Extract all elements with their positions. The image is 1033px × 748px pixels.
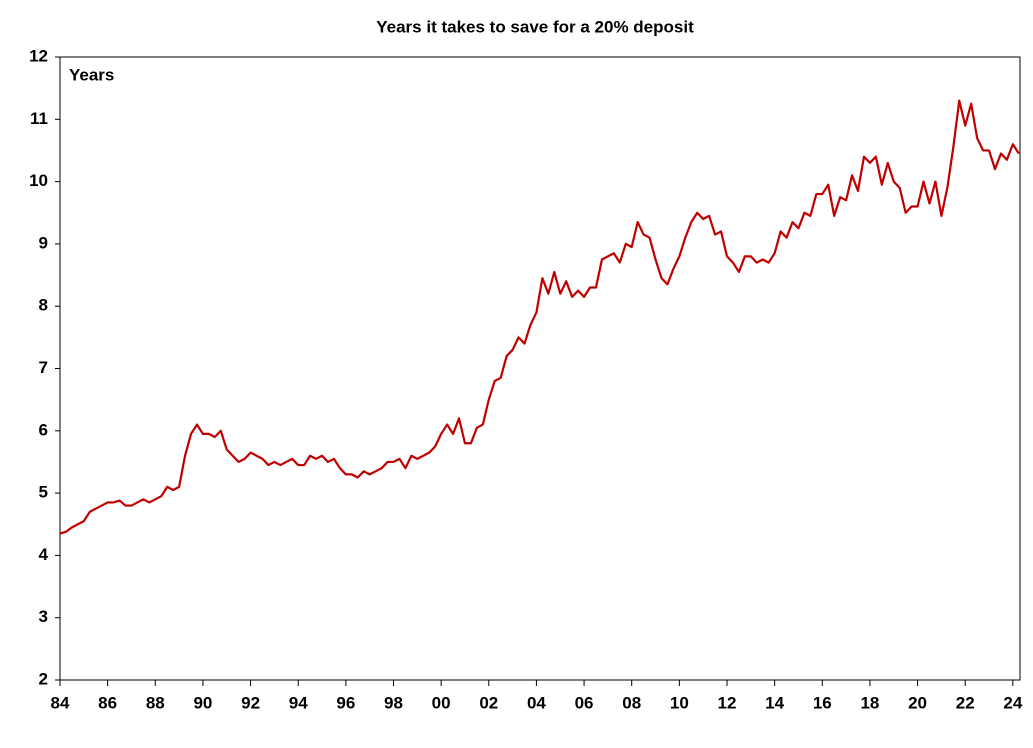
x-tick-label: 04 <box>527 693 546 712</box>
y-tick-label: 10 <box>29 171 48 190</box>
y-tick-label: 7 <box>39 358 48 377</box>
x-tick-label: 94 <box>289 693 308 712</box>
x-tick-label: 22 <box>956 693 975 712</box>
x-tick-label: 06 <box>575 693 594 712</box>
y-tick-label: 6 <box>39 420 48 439</box>
y-tick-label: 2 <box>39 669 48 688</box>
y-tick-label: 8 <box>39 296 48 315</box>
x-tick-label: 96 <box>336 693 355 712</box>
x-tick-label: 24 <box>1003 693 1022 712</box>
x-tick-label: 88 <box>146 693 165 712</box>
x-tick-label: 92 <box>241 693 260 712</box>
y-tick-label: 12 <box>29 46 48 65</box>
x-tick-label: 90 <box>193 693 212 712</box>
x-tick-label: 18 <box>860 693 879 712</box>
x-tick-label: 16 <box>813 693 832 712</box>
x-tick-label: 12 <box>718 693 737 712</box>
x-tick-label: 14 <box>765 693 784 712</box>
y-tick-label: 9 <box>39 233 48 252</box>
x-tick-label: 08 <box>622 693 641 712</box>
x-tick-label: 84 <box>51 693 70 712</box>
y-tick-label: 11 <box>30 109 48 128</box>
x-tick-label: 98 <box>384 693 403 712</box>
y-tick-label: 3 <box>39 607 48 626</box>
x-tick-label: 00 <box>432 693 451 712</box>
x-tick-label: 86 <box>98 693 117 712</box>
data-line <box>59 99 1020 535</box>
x-tick-label: 10 <box>670 693 689 712</box>
x-tick-label: 20 <box>908 693 927 712</box>
chart-title: Years it takes to save for a 20% deposit <box>376 17 694 36</box>
plot-frame <box>59 56 1021 681</box>
y-axis-label: Years <box>69 65 114 84</box>
y-tick-label: 4 <box>39 545 49 564</box>
x-tick-label: 02 <box>479 693 498 712</box>
y-tick-label: 5 <box>39 483 48 502</box>
